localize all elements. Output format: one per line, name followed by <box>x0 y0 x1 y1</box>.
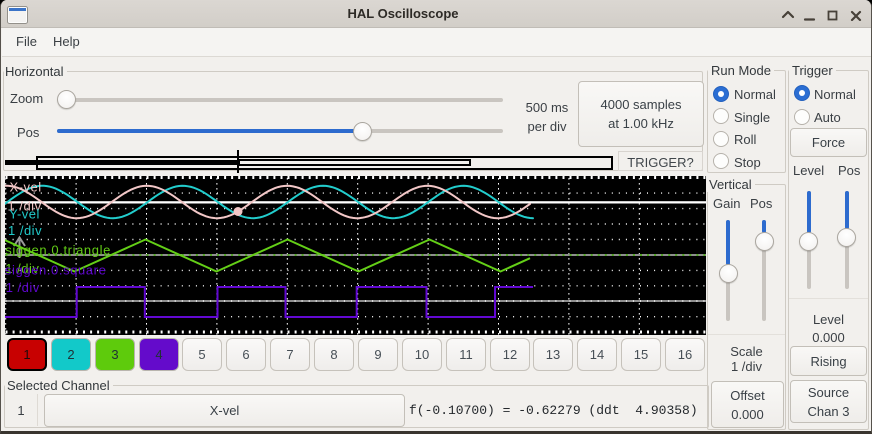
svg-text:X-vel: X-vel <box>10 179 42 194</box>
svg-text:1 /div: 1 /div <box>8 198 42 213</box>
svg-text:1 /div: 1 /div <box>5 261 39 276</box>
svg-text:1 /div: 1 /div <box>6 280 40 295</box>
svg-text:siggen.0.square: siggen.0.square <box>5 263 106 278</box>
svg-text:1 /div: 1 /div <box>8 223 42 238</box>
svg-text:Y-vel: Y-vel <box>9 207 40 222</box>
svg-text:siggen.0.triangle: siggen.0.triangle <box>5 242 111 257</box>
